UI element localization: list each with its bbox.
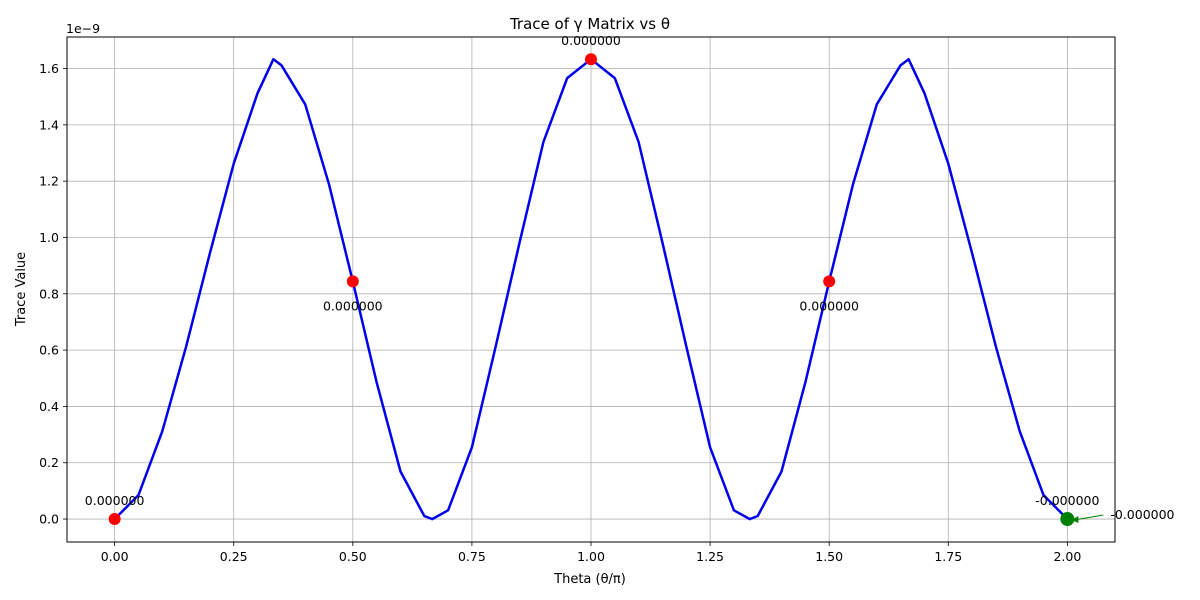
x-tick-label: 1.25 — [696, 549, 724, 564]
highlight-marker — [585, 53, 597, 66]
y-tick-label: 0.6 — [39, 343, 59, 358]
marker-value-label: 0.000000 — [799, 298, 859, 313]
marker-value-label: 0.000000 — [85, 493, 145, 508]
highlight-marker — [1060, 512, 1075, 527]
x-tick-label: 1.00 — [577, 549, 605, 564]
y-axis-offset-label: 1e−9 — [66, 21, 100, 36]
y-tick-label: 1.2 — [39, 174, 59, 189]
x-tick-label: 0.25 — [220, 549, 248, 564]
annotation-arrow-line — [1074, 514, 1104, 521]
y-tick-label: 0.8 — [39, 286, 59, 301]
y-tick-label: 0.4 — [39, 399, 59, 414]
highlight-marker — [823, 275, 836, 288]
highlight-markers: -0.000000 0.000000 0.000000 0.000000 0.00000… — [85, 33, 1175, 527]
x-tick-label: 0.75 — [458, 549, 486, 564]
y-axis-label: Trace Value — [14, 252, 29, 327]
highlight-marker — [108, 513, 121, 526]
y-tick-label: 0.2 — [39, 455, 59, 470]
marker-value-label: -0.000000 — [1035, 493, 1099, 508]
x-tick-label: 0.50 — [339, 549, 367, 564]
highlight-marker — [346, 275, 359, 288]
x-tick-label: 1.75 — [934, 549, 962, 564]
x-tick-label: 0.00 — [101, 549, 129, 564]
y-tick-label: 1.6 — [39, 61, 59, 76]
y-axis-ticks: 0.0 0.2 0.4 0.6 0.8 1.0 1.2 1.4 1.6 — [39, 61, 67, 527]
x-axis-ticks: 0.00 0.25 0.50 0.75 1.00 1.25 1.50 1.75 2.00 — [101, 542, 1081, 564]
grid-lines — [67, 37, 1115, 542]
y-tick-label: 1.4 — [39, 117, 59, 132]
annotation-arrow-label: -0.000000 — [1110, 507, 1174, 522]
y-tick-label: 0.0 — [39, 512, 59, 527]
x-axis-label: Theta (θ/π) — [553, 572, 626, 587]
marker-value-label: 0.000000 — [561, 33, 621, 48]
marker-value-label: 0.000000 — [323, 298, 383, 313]
x-tick-label: 1.50 — [815, 549, 843, 564]
annotation-arrow-head — [1071, 516, 1079, 524]
x-tick-label: 2.00 — [1053, 549, 1081, 564]
y-tick-label: 1.0 — [39, 230, 59, 245]
chart-title: Trace of γ Matrix vs θ — [509, 15, 670, 33]
